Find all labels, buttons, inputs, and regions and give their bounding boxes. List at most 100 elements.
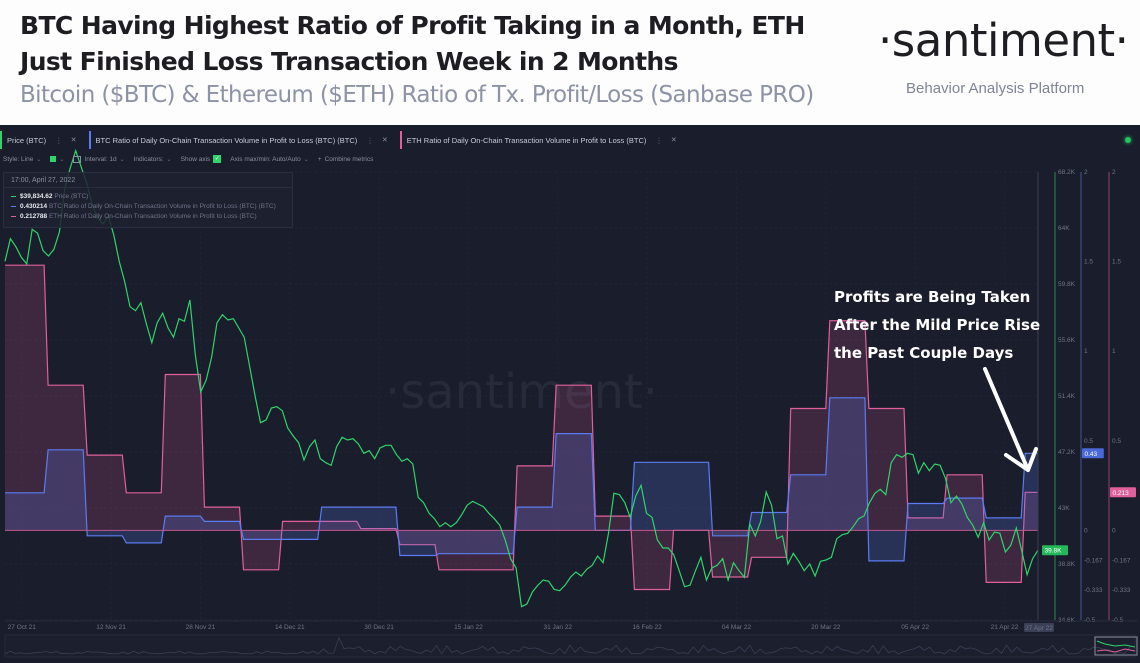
page-subtitle: Bitcoin ($BTC) & Ethereum ($ETH) Ratio o… xyxy=(20,82,814,108)
price-axis-tick: 55.6K xyxy=(1058,337,1076,344)
x-axis-tick: 31 Jan 22 xyxy=(544,624,573,631)
eth-ratio-axis-tick: -0.333 xyxy=(1112,587,1131,594)
chevron-down-icon: ⌄ xyxy=(119,156,125,163)
eth-ratio-axis-tick: 2 xyxy=(1112,169,1116,176)
tooltip-row-price: $39,834.62 Price (BTC) xyxy=(11,193,88,200)
price-axis-tick: 38.8K xyxy=(1058,561,1076,568)
btc-ratio-axis-tick: -0.167 xyxy=(1084,557,1103,564)
navigator-pane[interactable] xyxy=(4,634,1136,658)
btc-ratio-axis-tick: 2 xyxy=(1084,169,1088,176)
btc-ratio-axis-tick: 1 xyxy=(1084,348,1088,355)
metric-tab-label: Price (BTC) xyxy=(7,135,47,145)
chart-tooltip: 17:00, April 27, 2022 $39,834.62 Price (… xyxy=(3,172,293,228)
price-series-line xyxy=(4,148,1039,608)
legend-swatch xyxy=(11,215,16,218)
logo-tagline: Behavior Analysis Platform xyxy=(906,80,1085,97)
x-axis-tick: 04 Mar 22 xyxy=(722,624,752,631)
more-vertical-icon[interactable]: ⋮ xyxy=(366,135,374,145)
metric-tabs: Price (BTC) ⋮ ✕ BTC Ratio of Daily On-Ch… xyxy=(0,130,689,150)
annotation-text: the Past Couple Days xyxy=(834,344,1013,362)
chevron-down-icon: ⌄ xyxy=(303,156,309,163)
color-picker[interactable]: ⌄ xyxy=(50,156,64,163)
style-dropdown[interactable]: Style: Line ⌄ xyxy=(3,155,42,163)
x-axis-tick: 21 Apr 22 xyxy=(991,624,1019,631)
tooltip-date: 17:00, April 27, 2022 xyxy=(11,177,76,184)
eth-ratio-series-line xyxy=(5,264,1038,591)
watermark-text: ·santiment· xyxy=(385,364,658,420)
title-line-1: BTC Having Highest Ratio of Profit Takin… xyxy=(20,11,805,40)
x-axis-tick: 15 Jan 22 xyxy=(454,624,483,631)
navigator-range-handle[interactable] xyxy=(1094,636,1138,656)
chevron-down-icon: ⌄ xyxy=(59,156,65,163)
title-line-2: Just Finished Loss Transaction Week in 2… xyxy=(20,47,679,76)
navigator-ratio-line xyxy=(1096,648,1136,653)
santiment-logo: ·santiment· xyxy=(878,14,1129,67)
chevron-down-icon: ⌄ xyxy=(166,156,172,163)
color-swatch xyxy=(50,156,57,162)
metric-tab-label: ETH Ratio of Daily On-Chain Transaction … xyxy=(406,135,647,145)
annotation-arrowhead-icon xyxy=(1004,447,1038,472)
btc-ratio-series-line xyxy=(5,397,1038,562)
more-vertical-icon[interactable]: ⋮ xyxy=(55,135,63,145)
eth-ratio-axis-tick: 0 xyxy=(1112,527,1116,534)
indicators-dropdown[interactable]: Indicators: ⌄ xyxy=(133,155,172,163)
show-axis-toggle[interactable]: Show axis ✓ xyxy=(180,155,222,163)
btc-ratio-current-badge-text: 0.43 xyxy=(1085,451,1098,458)
x-axis-tick: 27 Oct 21 xyxy=(8,624,37,631)
interval-dropdown[interactable]: Interval: 1d ⌄ xyxy=(73,155,125,163)
price-axis-tick: 47.2K xyxy=(1058,449,1076,456)
price-current-badge-text: 39.8K xyxy=(1045,548,1063,555)
eth-ratio-axis-tick: -0.167 xyxy=(1112,557,1131,564)
eth-ratio-axis-tick: 0.5 xyxy=(1112,438,1121,445)
tooltip-row-btc-ratio: 0.430214 BTC Ratio of Daily On-Chain Tra… xyxy=(11,203,276,210)
chart-settings-bar: Style: Line ⌄ ⌄ Interval: 1d ⌄ Indicators:… xyxy=(3,155,382,163)
x-axis-tick: 12 Nov 21 xyxy=(96,624,126,631)
header-banner: BTC Having Highest Ratio of Profit Takin… xyxy=(0,0,1140,125)
close-icon[interactable]: ✕ xyxy=(381,137,388,144)
more-vertical-icon[interactable]: ⋮ xyxy=(655,135,663,145)
annotation-text: After the Mild Price Rise xyxy=(834,316,1040,334)
metric-tab-label: BTC Ratio of Daily On-Chain Transaction … xyxy=(95,135,358,145)
legend-swatch xyxy=(11,205,16,208)
x-axis-tick: 16 Feb 22 xyxy=(632,624,662,631)
navigator-price-line xyxy=(1096,640,1136,648)
x-axis-tick: 20 Mar 22 xyxy=(811,624,841,631)
btc-ratio-axis-tick: 0.5 xyxy=(1084,438,1093,445)
cursor-date-text: 27 Apr 22 xyxy=(1025,625,1053,632)
btc-ratio-axis-tick: -0.333 xyxy=(1084,587,1103,594)
chart-app: ·santiment· 68.2K 64K 59.8K 55.6K 51.4K 47.2K 4… xyxy=(0,125,1140,663)
eth-ratio-current-badge xyxy=(1110,487,1136,498)
legend-swatch xyxy=(11,195,16,198)
chevron-down-icon: ⌄ xyxy=(36,156,42,163)
close-icon[interactable]: ✕ xyxy=(70,137,77,144)
x-axis-tick: 30 Dec 21 xyxy=(364,624,394,631)
price-current-badge xyxy=(1042,545,1068,556)
chart-canvas[interactable]: ·santiment· 68.2K 64K 59.8K 55.6K 51.4K 47.2K 4… xyxy=(0,125,1140,663)
tooltip-divider xyxy=(4,187,292,188)
price-axis-tick: 59.8K xyxy=(1058,281,1076,288)
metric-tab-price[interactable]: Price (BTC) ⋮ ✕ xyxy=(0,131,83,149)
x-axis-tick: 05 Apr 22 xyxy=(901,624,929,631)
price-axis-tick: 43K xyxy=(1058,505,1070,512)
metric-tab-btc-ratio[interactable]: BTC Ratio of Daily On-Chain Transaction … xyxy=(88,131,394,149)
price-axis-tick: 51.4K xyxy=(1058,393,1076,400)
cursor-date-badge xyxy=(1024,623,1054,632)
axis-maxmin-dropdown[interactable]: Axis max/min: Auto/Auto ⌄ xyxy=(230,155,309,163)
checkbox-checked-icon[interactable]: ✓ xyxy=(213,155,222,163)
x-axis-tick: 14 Dec 21 xyxy=(275,624,305,631)
annotation-text: Profits are Being Taken xyxy=(834,288,1030,306)
live-status-dot xyxy=(1125,137,1131,143)
btc-ratio-current-badge xyxy=(1082,448,1104,459)
close-icon[interactable]: ✕ xyxy=(670,137,677,144)
tooltip-row-eth-ratio: 0.212788 ETH Ratio of Daily On-Chain Tra… xyxy=(11,213,257,220)
eth-ratio-axis-tick: 1.5 xyxy=(1112,259,1121,266)
btc-ratio-series-area xyxy=(5,397,1038,561)
plus-icon: + xyxy=(317,155,322,163)
page-title: BTC Having Highest Ratio of Profit Takin… xyxy=(20,8,805,80)
btc-ratio-axis-tick: 1.5 xyxy=(1084,259,1093,266)
metric-tab-eth-ratio[interactable]: ETH Ratio of Daily On-Chain Transaction … xyxy=(399,131,683,149)
price-axis-tick: 68.2K xyxy=(1058,169,1076,176)
combine-metrics-button[interactable]: + Combine metrics xyxy=(317,155,374,163)
eth-ratio-series-area xyxy=(5,265,1038,590)
x-axis-tick: 28 Nov 21 xyxy=(186,624,216,631)
